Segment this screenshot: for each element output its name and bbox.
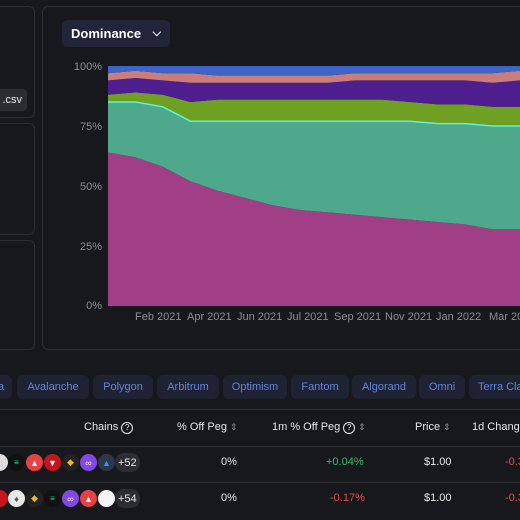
solana-icon: ≡ (8, 454, 25, 471)
polygon-icon: ∞ (62, 490, 79, 507)
avalanche-icon: ▲ (80, 490, 97, 507)
1d-change-cell: -0.3 (505, 456, 520, 468)
chain-filter-chip[interactable]: Avalanche (17, 375, 89, 399)
chain-filter-chip[interactable]: Omni (419, 375, 465, 399)
solana-icon: ≡ (44, 490, 61, 507)
1m-off-peg-cell: -0.17% (330, 492, 365, 504)
bnb-icon: ◆ (62, 454, 79, 471)
x-tick-label: Jul 2021 (287, 311, 329, 323)
x-tick-label: Jun 2021 (237, 311, 283, 323)
tron-icon: ▼ (44, 454, 61, 471)
avalanche-icon: ▲ (26, 454, 43, 471)
chevron-down-icon: ⌵ (152, 27, 161, 39)
header-1d-change[interactable]: 1d Chang (472, 421, 520, 433)
x-tick-label: Apr 2021 (187, 311, 232, 323)
table-row[interactable]: ≡ ▲ ▼ ◆ ∞ ▲ +52 0% +0.04% $1.00 -0.3 (0, 446, 520, 483)
area-series-0 (108, 152, 520, 306)
area-series-2 (108, 92, 520, 126)
tron-icon (0, 490, 8, 507)
area-series-5 (108, 66, 520, 76)
header-chains-label: Chains (84, 421, 119, 433)
header-1m-off-peg-label: 1m % Off Peg (272, 421, 341, 433)
header-chains[interactable]: Chains? (84, 421, 134, 434)
polygon-icon: ∞ (80, 454, 97, 471)
chain-filter-chip[interactable]: Fantom (291, 375, 349, 399)
left-panel-middle (0, 123, 35, 235)
y-tick-label: 100% (73, 61, 102, 73)
area-series-1 (108, 102, 520, 230)
help-icon[interactable]: ? (121, 422, 134, 434)
dominance-dropdown-label: Dominance (71, 26, 142, 41)
chain-filter-chip[interactable]: Algorand (352, 375, 416, 399)
header-1m-off-peg[interactable]: 1m % Off Peg? ⇕ (272, 421, 366, 434)
ethereum-icon: ♦ (8, 490, 25, 507)
arbitrum-icon: ▲ (98, 454, 115, 471)
more-chains-badge[interactable]: +54 (115, 489, 140, 508)
header-price[interactable]: Price ⇕ (415, 421, 451, 433)
sort-icon: ⇕ (229, 422, 238, 432)
y-tick-label: 25% (79, 241, 102, 253)
off-peg-cell: 0% (221, 492, 237, 504)
x-tick-label: Sep 2021 (334, 311, 382, 323)
chain-filter-chip[interactable]: Polygon (93, 375, 153, 399)
chain-icon-partial (0, 454, 8, 471)
table-header: Chains? % Off Peg ⇕ 1m % Off Peg? ⇕ Price ⇕… (0, 409, 520, 447)
bnb-icon: ◆ (26, 490, 43, 507)
chain-filter-chip[interactable]: Optimism (223, 375, 287, 399)
chain-filter-chip[interactable]: Arbitrum (157, 375, 219, 399)
sort-icon: ⇕ (443, 422, 451, 432)
chain-filter-chip[interactable]: Terra Cla (469, 375, 520, 399)
price-cell: $1.00 (424, 492, 452, 504)
header-1d-change-label: 1d Chang (472, 421, 520, 433)
table-row[interactable]: ♦ ◆ ≡ ∞ ▲ +54 0% -0.17% $1.00 -0.3 (0, 482, 520, 518)
y-tick-label: 0% (86, 300, 102, 312)
header-off-peg[interactable]: % Off Peg ⇕ (177, 421, 237, 433)
chain-filter-chip[interactable]: a (0, 375, 12, 399)
area-series-4 (108, 70, 520, 83)
header-off-peg-label: % Off Peg (177, 421, 227, 433)
area-series-3 (108, 78, 520, 107)
download-csv-button[interactable]: .csv (0, 89, 27, 111)
x-tick-label: Feb 2021 (135, 311, 182, 323)
1m-off-peg-cell: +0.04% (326, 456, 364, 468)
x-tick-label: Nov 2021 (385, 311, 433, 323)
header-price-label: Price (415, 421, 441, 433)
x-tick-label: Mar 20 (489, 311, 520, 323)
y-tick-label: 50% (79, 181, 102, 193)
left-panel-bottom (0, 240, 35, 350)
series-boundary-line (108, 101, 520, 127)
dominance-dropdown[interactable]: Dominance ⌵ (62, 20, 170, 47)
y-tick-label: 75% (79, 121, 102, 133)
csv-button-label: .csv (2, 94, 22, 106)
white-chain-icon (98, 490, 115, 507)
1d-change-cell: -0.3 (505, 492, 520, 504)
price-cell: $1.00 (424, 456, 452, 468)
x-tick-label: Jan 2022 (436, 311, 482, 323)
help-icon[interactable]: ? (343, 422, 356, 434)
more-chains-badge[interactable]: +52 (115, 453, 140, 472)
off-peg-cell: 0% (221, 456, 237, 468)
sort-icon: ⇕ (358, 422, 366, 432)
